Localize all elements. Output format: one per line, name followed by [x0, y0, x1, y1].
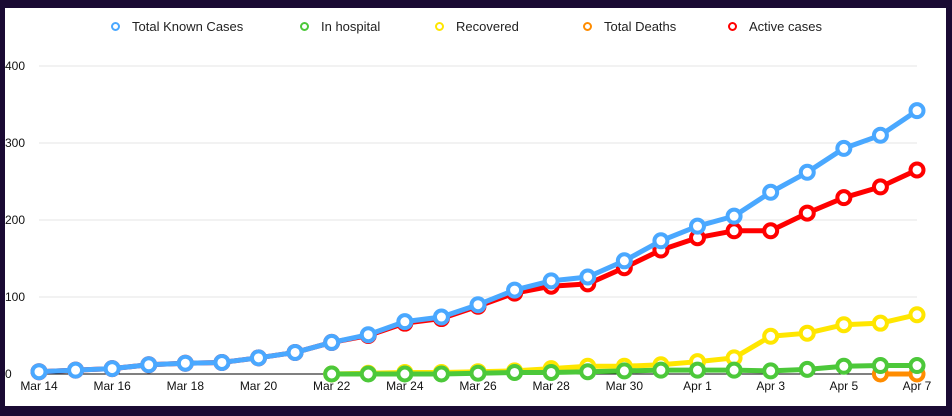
x-tick-label: Mar 18	[167, 379, 205, 393]
data-point-total-known-cases	[396, 313, 414, 331]
y-tick-label: 400	[5, 59, 25, 73]
data-point-in-hospital	[835, 357, 853, 375]
data-point-in-hospital	[689, 361, 706, 379]
data-point-in-hospital	[762, 362, 780, 380]
x-tick-label: Apr 1	[683, 379, 712, 393]
data-point-in-hospital	[396, 365, 414, 383]
y-tick-label: 100	[5, 290, 25, 304]
legend-label: Recovered	[456, 19, 519, 34]
x-tick-label: Apr 3	[756, 379, 785, 393]
legend: Total Known Cases In hospital Recovered …	[5, 19, 946, 35]
data-point-total-known-cases	[286, 343, 304, 361]
legend-label: Total Deaths	[604, 19, 677, 34]
data-point-in-hospital	[652, 361, 670, 379]
data-point-total-known-cases	[542, 272, 560, 290]
data-point-recovered	[798, 324, 816, 342]
data-point-total-known-cases	[250, 349, 267, 367]
data-point-total-known-cases	[67, 361, 85, 379]
data-point-total-known-cases	[469, 296, 487, 314]
data-point-in-hospital	[323, 365, 341, 383]
data-point-recovered	[871, 314, 889, 332]
data-point-total-known-cases	[871, 126, 889, 144]
data-point-in-hospital	[798, 360, 816, 378]
legend-item-total-known-cases[interactable]: Total Known Cases	[111, 19, 243, 34]
data-point-total-known-cases	[689, 217, 706, 235]
data-point-total-known-cases	[323, 333, 341, 351]
x-tick-label: Mar 14	[20, 379, 58, 393]
data-point-total-known-cases	[908, 102, 926, 120]
data-point-in-hospital	[725, 361, 743, 379]
data-point-in-hospital	[579, 363, 597, 381]
legend-label: In hospital	[321, 19, 381, 34]
legend-item-total-deaths[interactable]: Total Deaths	[583, 19, 676, 34]
x-tick-label: Apr 5	[829, 379, 858, 393]
data-point-total-known-cases	[213, 353, 231, 371]
x-tick-label: Mar 16	[93, 379, 131, 393]
data-point-in-hospital	[908, 357, 926, 375]
data-point-total-known-cases	[30, 363, 48, 381]
legend-marker-icon	[300, 22, 309, 31]
x-tick-label: Mar 28	[532, 379, 570, 393]
x-tick-label: Mar 22	[313, 379, 351, 393]
line-chart: 0 100 200 300 400 Mar 14 Mar 16 Mar 18 Mar 20 Mar…	[5, 59, 932, 393]
legend-marker-icon	[583, 22, 592, 31]
data-point-total-known-cases	[835, 139, 853, 157]
x-tick-label: Mar 26	[459, 379, 497, 393]
data-point-total-known-cases	[359, 326, 377, 344]
legend-item-recovered[interactable]: Recovered	[435, 19, 519, 34]
y-tick-label: 0	[5, 367, 12, 381]
data-point-in-hospital	[432, 365, 450, 383]
data-point-total-known-cases	[432, 308, 450, 326]
data-point-total-known-cases	[652, 232, 670, 250]
data-point-active-cases	[835, 189, 853, 207]
legend-item-active-cases[interactable]: Active cases	[728, 19, 822, 34]
legend-marker-icon	[111, 22, 120, 31]
data-point-in-hospital	[615, 362, 633, 380]
data-point-in-hospital	[359, 365, 377, 383]
legend-label: Total Known Cases	[132, 19, 244, 34]
legend-label: Active cases	[749, 19, 822, 34]
data-point-total-known-cases	[579, 268, 597, 286]
x-tick-label: Apr 7	[903, 379, 932, 393]
data-point-in-hospital	[542, 363, 560, 381]
legend-item-in-hospital[interactable]: In hospital	[300, 19, 380, 34]
data-point-active-cases	[798, 204, 816, 222]
data-point-active-cases	[725, 222, 743, 240]
data-point-total-known-cases	[762, 183, 780, 201]
data-point-in-hospital	[469, 364, 487, 382]
data-point-recovered	[762, 327, 780, 345]
data-point-total-known-cases	[798, 163, 816, 181]
data-point-active-cases	[871, 178, 889, 196]
data-point-total-known-cases	[140, 356, 158, 374]
legend-marker-icon	[728, 22, 737, 31]
data-point-recovered	[908, 306, 926, 324]
data-point-total-known-cases	[176, 354, 194, 372]
legend-marker-icon	[435, 22, 444, 31]
x-tick-label: Mar 24	[386, 379, 424, 393]
data-point-in-hospital	[871, 357, 889, 375]
series-line-active-cases	[36, 167, 920, 375]
x-tick-label: Mar 30	[606, 379, 644, 393]
x-tick-label: Mar 20	[240, 379, 278, 393]
data-point-total-known-cases	[615, 252, 633, 270]
y-tick-label: 200	[5, 213, 25, 227]
data-point-active-cases	[762, 222, 780, 240]
chart-frame: Total Known Cases In hospital Recovered …	[5, 8, 946, 406]
data-point-total-known-cases	[506, 281, 524, 299]
data-point-total-known-cases	[103, 360, 121, 378]
data-point-recovered	[835, 316, 853, 334]
y-tick-label: 300	[5, 136, 25, 150]
data-point-in-hospital	[506, 363, 524, 381]
data-point-total-known-cases	[725, 207, 743, 225]
data-point-active-cases	[908, 161, 926, 179]
